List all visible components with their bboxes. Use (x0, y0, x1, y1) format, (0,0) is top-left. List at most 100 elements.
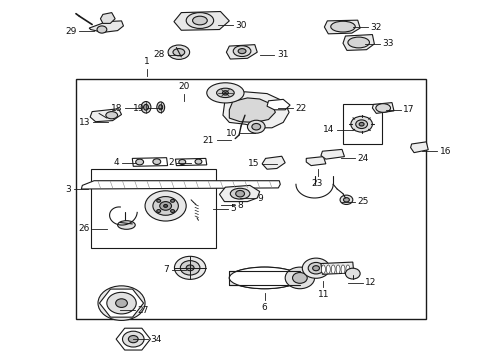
Ellipse shape (118, 301, 125, 306)
Ellipse shape (343, 198, 349, 202)
Bar (76, 79, 426, 319)
Text: 14: 14 (323, 125, 335, 134)
Ellipse shape (376, 104, 391, 112)
Polygon shape (372, 103, 394, 113)
Polygon shape (174, 12, 229, 30)
Ellipse shape (321, 265, 325, 274)
Ellipse shape (136, 159, 144, 165)
Polygon shape (99, 289, 144, 317)
Polygon shape (220, 185, 260, 202)
Polygon shape (306, 157, 326, 166)
Ellipse shape (174, 256, 206, 279)
Ellipse shape (144, 104, 148, 110)
Text: 8: 8 (238, 201, 244, 210)
Polygon shape (324, 20, 360, 34)
Ellipse shape (105, 291, 138, 315)
Ellipse shape (180, 261, 200, 275)
Text: 2: 2 (169, 158, 174, 167)
Polygon shape (229, 271, 300, 285)
Text: 1: 1 (144, 57, 150, 66)
Polygon shape (343, 35, 374, 50)
Ellipse shape (233, 46, 251, 57)
Ellipse shape (207, 83, 244, 103)
Text: 30: 30 (235, 21, 246, 30)
Ellipse shape (359, 122, 364, 126)
Ellipse shape (356, 120, 368, 129)
Text: 33: 33 (382, 40, 393, 49)
Polygon shape (321, 262, 354, 274)
Text: 9: 9 (257, 194, 263, 202)
Text: 19: 19 (133, 104, 145, 113)
Polygon shape (116, 328, 150, 350)
Ellipse shape (171, 210, 174, 212)
Text: 18: 18 (111, 104, 122, 113)
Polygon shape (226, 45, 257, 59)
Ellipse shape (153, 159, 161, 165)
Ellipse shape (229, 267, 300, 289)
Ellipse shape (340, 195, 353, 204)
Text: 34: 34 (150, 335, 162, 343)
Ellipse shape (195, 159, 202, 164)
Ellipse shape (157, 102, 165, 113)
Ellipse shape (348, 37, 369, 48)
Ellipse shape (97, 26, 107, 33)
Polygon shape (89, 21, 123, 32)
Ellipse shape (153, 197, 178, 215)
Polygon shape (223, 92, 289, 128)
Ellipse shape (193, 16, 207, 25)
Text: 7: 7 (163, 266, 169, 275)
Text: 32: 32 (370, 23, 381, 32)
Polygon shape (90, 109, 122, 122)
Ellipse shape (122, 331, 144, 347)
Ellipse shape (236, 270, 293, 286)
Ellipse shape (118, 221, 135, 229)
Text: 12: 12 (365, 278, 376, 287)
Text: 5: 5 (230, 204, 236, 213)
Ellipse shape (293, 273, 307, 283)
Ellipse shape (326, 265, 330, 274)
Ellipse shape (252, 123, 261, 130)
Polygon shape (229, 98, 275, 122)
Ellipse shape (159, 105, 163, 110)
Text: 3: 3 (65, 185, 71, 194)
Ellipse shape (341, 265, 345, 274)
Ellipse shape (217, 88, 234, 98)
Ellipse shape (238, 49, 246, 54)
Ellipse shape (164, 204, 168, 207)
Ellipse shape (106, 112, 118, 119)
Ellipse shape (186, 265, 194, 271)
Text: 26: 26 (78, 224, 90, 233)
Polygon shape (267, 99, 290, 110)
Polygon shape (175, 158, 207, 166)
Ellipse shape (336, 265, 340, 274)
Ellipse shape (331, 265, 335, 274)
Ellipse shape (179, 159, 186, 165)
Text: 22: 22 (295, 104, 307, 113)
Text: 21: 21 (203, 136, 214, 145)
Text: 4: 4 (114, 158, 119, 167)
Ellipse shape (173, 49, 185, 56)
Ellipse shape (345, 268, 360, 279)
Ellipse shape (302, 258, 330, 278)
Ellipse shape (229, 267, 300, 289)
Ellipse shape (145, 191, 186, 221)
Polygon shape (262, 156, 285, 169)
Bar (91, 169, 216, 248)
Ellipse shape (230, 188, 250, 199)
Text: 23: 23 (312, 179, 323, 188)
Text: 31: 31 (277, 50, 288, 59)
Ellipse shape (331, 21, 355, 32)
Text: 11: 11 (318, 290, 329, 299)
Polygon shape (321, 149, 344, 159)
Ellipse shape (236, 190, 245, 197)
Text: 29: 29 (66, 27, 77, 36)
Text: 16: 16 (440, 147, 451, 156)
Polygon shape (132, 158, 168, 166)
Ellipse shape (308, 262, 324, 274)
Text: 10: 10 (226, 129, 238, 138)
Ellipse shape (313, 266, 319, 271)
Polygon shape (411, 142, 428, 153)
Ellipse shape (171, 199, 174, 202)
Ellipse shape (346, 265, 350, 274)
Bar (343, 104, 382, 144)
